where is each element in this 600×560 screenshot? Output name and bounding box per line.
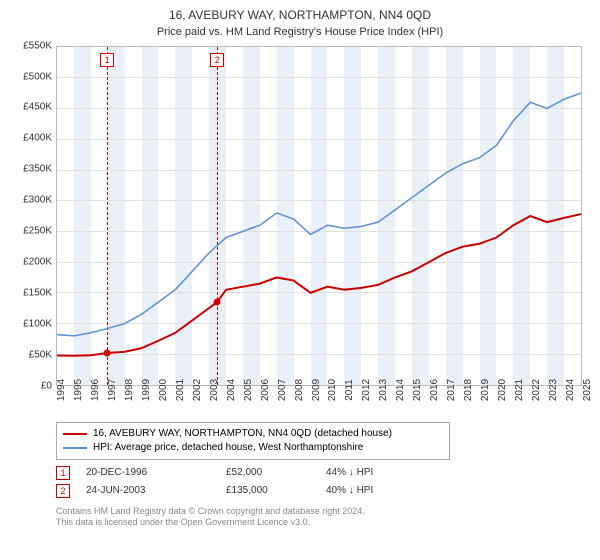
series-line-price_paid <box>57 214 581 356</box>
chart-svg <box>57 47 581 385</box>
x-tick-label: 2010 <box>327 378 338 400</box>
y-tick-label: £100K <box>23 318 52 329</box>
y-tick-label: £250K <box>23 226 52 237</box>
x-tick-label: 2009 <box>311 378 322 400</box>
plot-inner: 12 <box>56 46 582 386</box>
footer-line: This data is licensed under the Open Gov… <box>56 517 588 529</box>
x-tick-label: 1998 <box>124 378 135 400</box>
x-tick-label: 2001 <box>175 378 186 400</box>
x-tick-label: 2000 <box>158 378 169 400</box>
sale-point-dot <box>104 349 111 356</box>
x-tick-label: 1997 <box>107 378 118 400</box>
legend-label: HPI: Average price, detached house, West… <box>93 441 363 455</box>
y-tick-label: £550K <box>23 40 52 51</box>
sale-marker-box: 2 <box>210 53 224 67</box>
marker-price: £135,000 <box>226 485 326 496</box>
x-axis: 1994199519961997199819992000200120022003… <box>56 386 582 416</box>
chart-title: 16, AVEBURY WAY, NORTHAMPTON, NN4 0QD <box>12 8 588 24</box>
x-tick-label: 2002 <box>192 378 203 400</box>
y-tick-label: £400K <box>23 133 52 144</box>
plot-area: £0 £50K £100K £150K £200K £250K £300K £350K £400… <box>12 46 588 416</box>
chart-container: 16, AVEBURY WAY, NORTHAMPTON, NN4 0QD Pr… <box>0 0 600 537</box>
y-tick-label: £300K <box>23 195 52 206</box>
x-tick-label: 2004 <box>226 378 237 400</box>
legend-swatch <box>63 447 87 449</box>
y-tick-label: £450K <box>23 102 52 113</box>
x-tick-label: 2023 <box>548 378 559 400</box>
x-tick-label: 2018 <box>463 378 474 400</box>
marker-row: 1 20-DEC-1996 £52,000 44% ↓ HPI <box>56 464 516 482</box>
x-tick-label: 2007 <box>277 378 288 400</box>
legend-label: 16, AVEBURY WAY, NORTHAMPTON, NN4 0QD (d… <box>93 427 392 441</box>
y-tick-label: £200K <box>23 256 52 267</box>
marker-date: 20-DEC-1996 <box>86 467 226 478</box>
x-tick-label: 2008 <box>294 378 305 400</box>
x-tick-label: 1996 <box>90 378 101 400</box>
x-tick-label: 2012 <box>361 378 372 400</box>
marker-number: 2 <box>56 484 70 498</box>
x-tick-label: 1999 <box>141 378 152 400</box>
marker-price: £52,000 <box>226 467 326 478</box>
sale-point-dot <box>214 298 221 305</box>
y-tick-label: £150K <box>23 287 52 298</box>
x-tick-label: 2013 <box>378 378 389 400</box>
x-tick-label: 2005 <box>243 378 254 400</box>
series-line-hpi <box>57 93 581 336</box>
x-tick-label: 2016 <box>429 378 440 400</box>
x-tick-label: 1995 <box>73 378 84 400</box>
legend-swatch <box>63 433 87 435</box>
legend-item: 16, AVEBURY WAY, NORTHAMPTON, NN4 0QD (d… <box>63 427 443 441</box>
marker-row: 2 24-JUN-2003 £135,000 40% ↓ HPI <box>56 482 516 500</box>
y-tick-label: £500K <box>23 71 52 82</box>
footer: Contains HM Land Registry data © Crown c… <box>56 506 588 529</box>
footer-line: Contains HM Land Registry data © Crown c… <box>56 506 588 518</box>
marker-pct: 44% ↓ HPI <box>326 467 446 478</box>
x-tick-label: 2019 <box>480 378 491 400</box>
marker-number: 1 <box>56 466 70 480</box>
marker-date: 24-JUN-2003 <box>86 485 226 496</box>
x-tick-label: 2017 <box>446 378 457 400</box>
sale-marker-box: 1 <box>100 53 114 67</box>
y-tick-label: £50K <box>29 349 52 360</box>
x-tick-label: 2011 <box>344 379 355 401</box>
x-tick-label: 2021 <box>514 378 525 400</box>
y-tick-label: £350K <box>23 164 52 175</box>
x-tick-label: 2015 <box>412 378 423 400</box>
y-tick-label: £0 <box>41 380 52 391</box>
marker-pct: 40% ↓ HPI <box>326 485 446 496</box>
x-tick-label: 2003 <box>209 378 220 400</box>
chart-subtitle: Price paid vs. HM Land Registry's House … <box>12 26 588 38</box>
marker-table: 1 20-DEC-1996 £52,000 44% ↓ HPI 2 24-JUN… <box>56 464 516 500</box>
x-tick-label: 2014 <box>395 378 406 400</box>
x-tick-label: 2025 <box>582 378 593 400</box>
x-tick-label: 2006 <box>260 378 271 400</box>
legend: 16, AVEBURY WAY, NORTHAMPTON, NN4 0QD (d… <box>56 422 450 460</box>
x-tick-label: 1994 <box>56 378 67 400</box>
y-axis: £0£50K£100K£150K£200K£250K£300K£350K£400… <box>12 46 56 386</box>
x-tick-label: 2024 <box>565 378 576 400</box>
legend-item: HPI: Average price, detached house, West… <box>63 441 443 455</box>
x-tick-label: 2022 <box>531 378 542 400</box>
x-tick-label: 2020 <box>497 378 508 400</box>
